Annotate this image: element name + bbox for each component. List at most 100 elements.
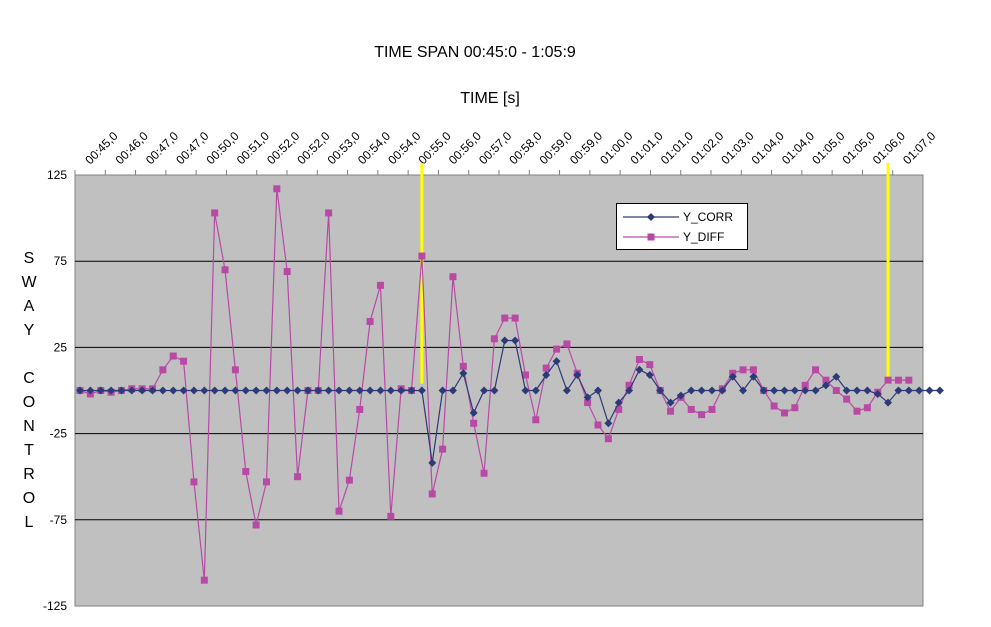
time-span-markers [420,163,890,384]
data-point-y-corr [625,386,634,395]
x-tick-label: 00:55,0 [416,129,454,167]
x-tick-label: 00:47,0 [143,129,181,167]
data-point-y-corr [345,386,354,395]
data-point-y-corr [210,386,219,395]
data-point-y-diff [335,507,343,515]
data-point-y-corr [521,386,530,395]
data-point-y-corr [904,386,913,395]
data-point-y-diff [418,252,426,260]
data-point-y-corr [853,386,861,395]
data-point-y-diff [553,345,561,353]
data-point-y-corr [666,398,675,407]
data-point-y-diff [884,376,892,384]
data-point-y-corr [604,419,613,428]
data-point-y-diff [159,366,167,374]
y-axis-title-char: C [23,370,35,387]
data-point-y-diff [169,352,177,360]
data-point-y-corr [241,386,250,395]
legend-label-y-diff: Y_DIFF [683,230,725,244]
data-point-y-corr [283,386,292,395]
data-point-y-corr [231,386,240,395]
data-point-y-corr [583,393,592,402]
data-point-y-corr [324,386,333,395]
data-point-y-corr [303,386,312,395]
data-point-y-diff [387,512,395,520]
data-point-y-corr [469,408,478,417]
data-point-y-diff [480,469,488,477]
x-tick-label: 01:02,0 [688,129,726,167]
y-axis-title-char: O [22,490,36,507]
data-point-y-diff [273,185,281,193]
data-point-y-diff [366,318,374,326]
data-point-y-corr [863,386,872,395]
y-axis-title-char: S [23,250,35,267]
data-point-y-corr [355,386,364,395]
data-point-y-diff [345,476,353,484]
data-point-y-diff [780,409,788,417]
data-point-y-diff [615,405,623,413]
data-point-y-corr [96,386,105,395]
x-tick-labels: 00:45,000:46,000:47,000:47,000:50,000:51… [74,129,939,175]
data-point-y-corr [925,386,934,395]
data-point-y-diff [231,366,239,374]
data-point-y-diff [563,340,571,348]
data-point-y-corr [542,370,551,379]
data-point-y-corr [480,386,489,395]
data-point-y-corr [832,372,841,381]
x-tick-label: 01:03,0 [718,129,756,167]
data-point-y-corr [490,386,499,395]
x-tick-label: 01:01,0 [628,129,666,167]
data-point-y-corr [138,386,147,395]
data-point-y-corr [801,386,810,395]
data-point-y-corr [759,386,768,395]
data-point-y-diff [832,387,840,394]
data-point-y-diff [428,490,436,498]
x-tick-label: 00:59,0 [537,129,575,167]
data-point-y-corr [76,386,84,395]
y-tick-label: -75 [50,513,68,527]
data-point-y-diff [739,366,747,374]
data-point-y-corr [376,386,385,395]
y-tick-label: 75 [54,254,68,268]
data-point-y-corr [676,391,685,400]
x-tick-label: 00:54,0 [355,129,393,167]
data-point-y-corr [117,386,126,395]
data-point-y-corr [573,370,582,379]
data-point-y-corr [552,357,561,366]
data-point-y-corr [739,386,748,395]
x-tick-label: 00:58,0 [506,129,544,167]
data-point-y-corr [179,386,188,395]
data-point-y-diff [501,314,509,322]
legend-swatch-y-corr [623,213,679,221]
data-point-y-diff [708,405,716,413]
y-tick-labels: 125 75 25 -25 -75 -125 [43,168,67,613]
data-point-y-diff [180,357,188,365]
y-tick-label: 25 [54,340,68,354]
data-point-y-corr [500,336,509,345]
data-point-y-corr [780,386,789,395]
data-point-y-corr [707,386,716,395]
data-point-y-diff [749,366,757,374]
data-point-y-corr [428,458,437,467]
chart-title: TIME SPAN 00:45:0 - 1:05:9 [374,44,576,61]
x-tick-label: 01:00,0 [597,129,635,167]
data-point-y-diff [687,405,695,413]
data-point-y-corr [645,370,654,379]
x-tick-label: 00:46,0 [113,129,151,167]
data-point-y-diff [604,435,612,443]
data-point-y-corr [635,365,644,374]
legend-item-y-diff: Y_DIFF [617,227,747,247]
y-axis-title-char: N [23,418,35,435]
x-tick-label: 01:07,0 [900,129,938,167]
data-point-y-corr [511,336,520,345]
x-tick-label: 01:05,0 [840,129,878,167]
y-tick-label: -25 [50,427,68,441]
data-point-y-diff [356,405,364,413]
y-axis-title-char: R [23,466,35,483]
data-point-y-corr [169,386,178,395]
legend-swatch-y-diff [623,233,679,241]
data-point-y-corr [728,372,737,381]
data-point-y-corr [107,386,116,395]
data-point-y-diff [905,376,913,384]
